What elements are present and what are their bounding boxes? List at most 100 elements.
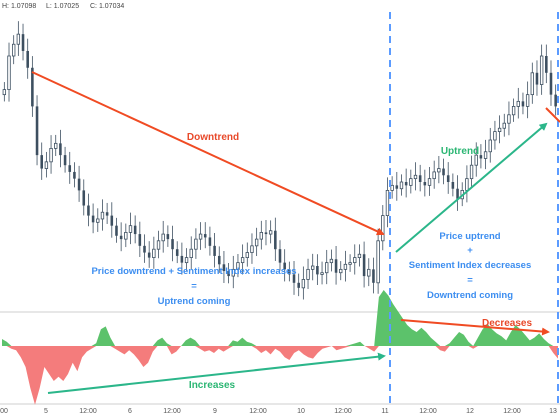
candle-body <box>545 56 548 73</box>
candle-body <box>156 240 161 250</box>
candle-body <box>87 205 90 216</box>
x-tick-label: 10 <box>297 408 305 415</box>
candle-body <box>54 142 58 149</box>
candle-body <box>198 233 203 240</box>
candle-body <box>325 262 329 274</box>
right-explanation-line-3: Sentiment Index decreases <box>409 260 532 271</box>
candle-body <box>385 189 390 216</box>
candle-body <box>119 235 123 240</box>
candle-body <box>40 155 43 169</box>
candle-body <box>479 155 483 159</box>
ohlc-close: C: 1.07034 <box>90 3 124 10</box>
candle-body <box>254 238 259 247</box>
candle-body <box>105 212 109 216</box>
candle-body <box>493 131 497 141</box>
candle-body <box>535 72 539 85</box>
candle-body <box>11 43 16 57</box>
candle-body <box>399 181 404 190</box>
candle-body <box>301 279 306 289</box>
candle-body <box>217 255 221 265</box>
candle-body <box>2 89 7 96</box>
candle-body <box>530 72 534 96</box>
candle-body <box>35 106 39 156</box>
candle-body <box>208 237 212 246</box>
candle-body <box>329 258 334 264</box>
candle-body <box>372 269 375 283</box>
right-explanation-line-2: + <box>467 245 473 256</box>
candle-body <box>488 139 492 153</box>
candle-body <box>274 230 277 250</box>
candle-body <box>231 268 235 277</box>
candle-body <box>77 178 81 191</box>
candle-body <box>82 190 86 206</box>
candle-body <box>143 245 146 253</box>
candle-body <box>213 245 216 256</box>
candle-body <box>320 272 324 275</box>
x-tick-label: 6 <box>128 408 132 415</box>
candle-body <box>259 231 263 240</box>
candle-body <box>451 182 455 189</box>
candle-body <box>381 215 385 242</box>
candle-body <box>133 225 137 235</box>
candle-body <box>250 245 254 253</box>
candle-body <box>376 240 380 284</box>
candle-body <box>63 155 67 166</box>
candlestick-series <box>2 21 557 300</box>
x-tick-label: 9 <box>213 408 217 415</box>
candle-body <box>222 264 226 272</box>
increases-arrow <box>47 352 386 394</box>
candle-body <box>554 94 557 107</box>
candle-body <box>525 94 530 107</box>
x-tick-label: 12:00 <box>249 408 267 415</box>
ohlc-low: L: 1.07025 <box>46 3 79 10</box>
candle-body <box>49 147 53 163</box>
sentiment-positive-area <box>2 290 558 346</box>
candle-body <box>418 175 422 182</box>
candle-body <box>292 274 296 283</box>
candle-body <box>227 271 230 277</box>
x-tick-label: 12:00 <box>419 408 437 415</box>
downtrend-arrow <box>31 71 385 236</box>
candle-body <box>115 225 118 236</box>
candle-body <box>189 248 193 258</box>
candle-body <box>110 215 114 226</box>
candle-body <box>367 268 371 277</box>
divider-lines <box>389 12 559 404</box>
x-tick-label: 12:00 <box>334 408 352 415</box>
x-tick-label: 12:00 <box>79 408 97 415</box>
x-tick-label: 5 <box>44 408 48 415</box>
candle-body <box>100 211 105 220</box>
candle-body <box>68 165 72 172</box>
candle-body <box>147 252 151 258</box>
candle-body <box>194 238 198 250</box>
candle-body <box>245 252 249 258</box>
candle-body <box>203 234 207 238</box>
candle-body <box>26 50 29 68</box>
candle-body <box>31 67 34 107</box>
candle-body <box>283 262 286 270</box>
candle-body <box>138 234 142 246</box>
candle-body <box>469 164 474 180</box>
x-tick-label: 12 <box>466 408 474 415</box>
candle-body <box>152 248 156 258</box>
right-explanation-line-4: = <box>467 275 473 286</box>
candle-body <box>353 257 357 264</box>
candle-body <box>16 33 21 45</box>
right-downtrend-arrow <box>545 107 560 123</box>
candle-body <box>511 106 516 116</box>
candle-body <box>539 55 544 85</box>
decreases-arrow <box>400 319 550 336</box>
candle-body <box>348 262 352 265</box>
candle-body <box>278 249 282 263</box>
candle-body <box>59 143 62 156</box>
candle-body <box>240 257 245 264</box>
uptrend-label: Uptrend <box>441 146 479 157</box>
candle-body <box>73 171 76 179</box>
increases-label: Increases <box>189 380 236 391</box>
candle-body <box>180 255 184 263</box>
candle-body <box>236 262 240 270</box>
x-tick-label: 12:00 <box>163 408 181 415</box>
candle-body <box>96 218 100 223</box>
candle-body <box>413 174 418 180</box>
candle-body <box>409 178 413 186</box>
